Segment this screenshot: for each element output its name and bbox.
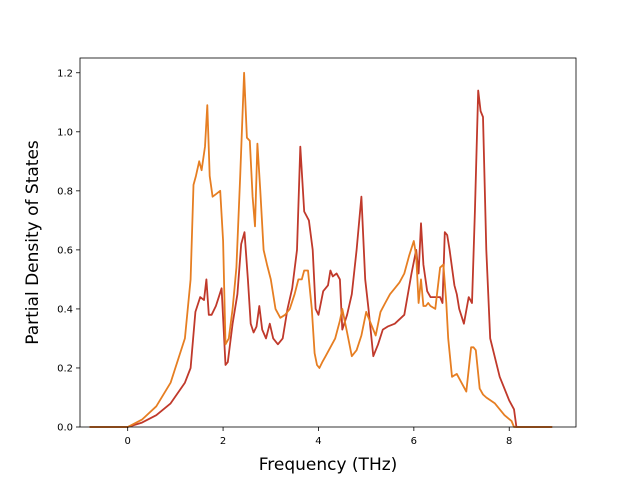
y-tick-label: 0.8 (57, 186, 73, 197)
x-tick-label: 4 (315, 436, 321, 447)
x-tick-label: 8 (506, 436, 512, 447)
x-axis-label: Frequency (THz) (259, 455, 398, 475)
series-line-2 (89, 71, 553, 428)
x-tick-label: 2 (220, 436, 226, 447)
plot-area (89, 71, 553, 428)
y-tick-label: 1.0 (57, 127, 73, 138)
y-tick-label: 0.6 (57, 245, 73, 256)
y-axis: 0.0 0.2 0.4 0.6 0.8 1.0 1.2 (57, 68, 80, 434)
y-tick-label: 0.4 (57, 304, 73, 315)
x-tick-label: 6 (411, 436, 417, 447)
y-tick-label: 0.2 (57, 363, 73, 374)
axes-frame (79, 57, 577, 428)
y-tick-label: 1.2 (57, 68, 73, 79)
x-tick-label: 0 (125, 436, 131, 447)
y-tick-label: 0.0 (57, 423, 73, 434)
x-axis: 0 2 4 6 8 (125, 427, 512, 447)
y-axis-label: Partial Density of States (23, 140, 43, 345)
series-line-1 (89, 89, 553, 428)
